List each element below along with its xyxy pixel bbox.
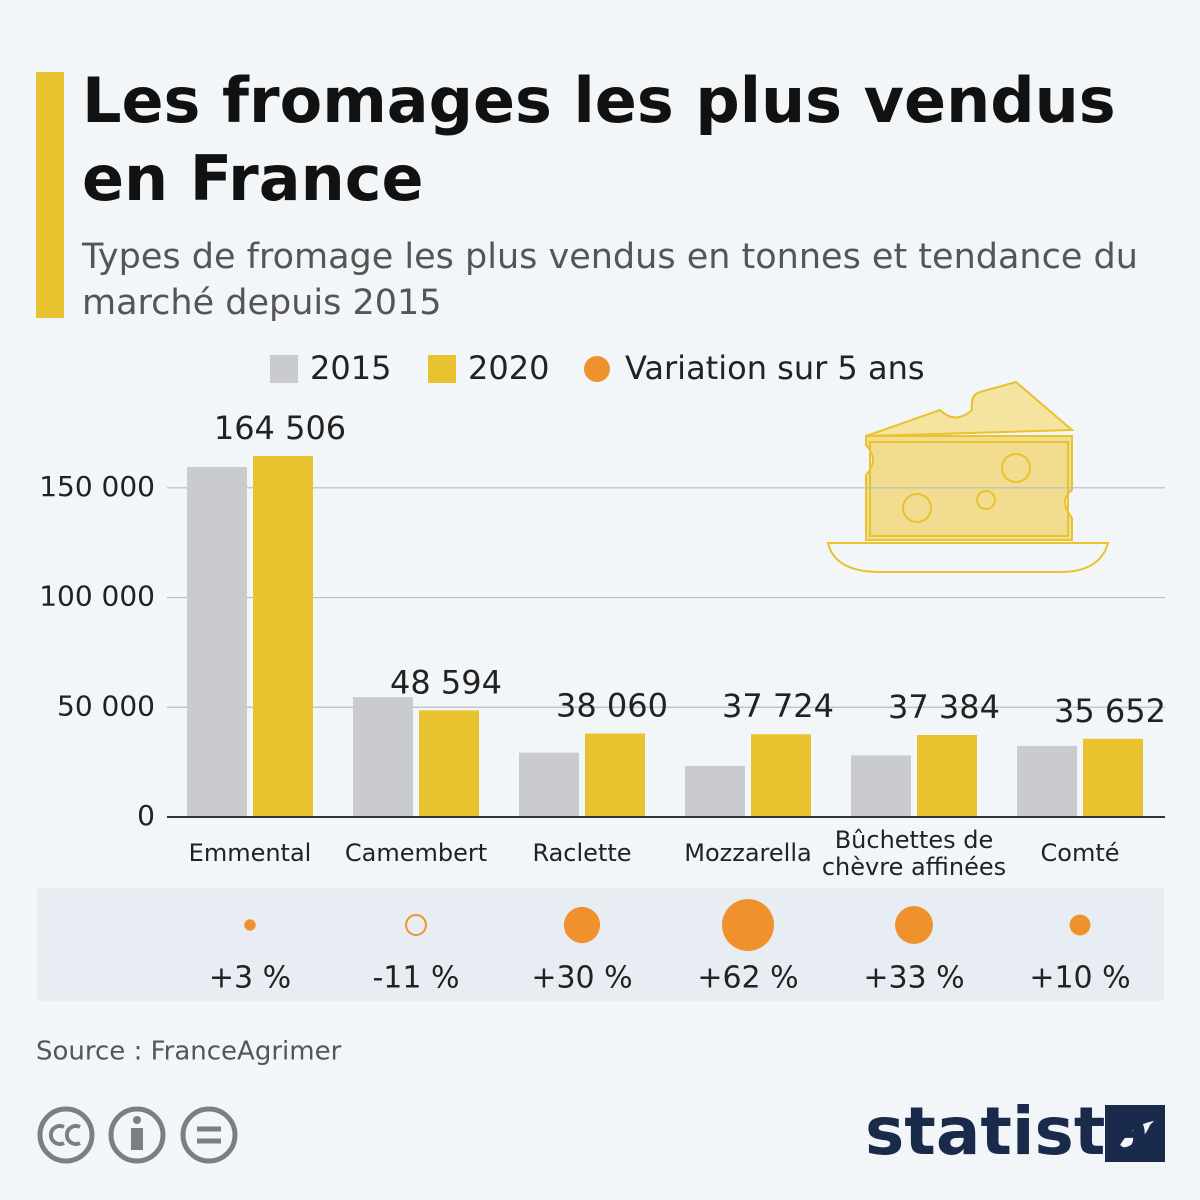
bar	[917, 734, 977, 817]
brand: statista	[865, 1093, 1150, 1170]
source: Source : FranceAgrimer	[36, 1037, 342, 1067]
y-tick-label: 50 000	[57, 689, 155, 722]
bar	[1017, 745, 1077, 817]
bar	[685, 765, 745, 817]
bar	[419, 710, 479, 817]
legend-swatch	[428, 355, 456, 383]
bar	[751, 734, 811, 817]
y-tick-label: 100 000	[39, 580, 155, 613]
bar	[585, 733, 645, 817]
variation-bubble	[895, 906, 933, 944]
chart-title: Les fromages les plus vendus en France	[82, 64, 1116, 215]
variation-label: +30 %	[531, 961, 632, 996]
value-label: 35 652	[1054, 692, 1166, 730]
accent-bar	[36, 72, 64, 318]
y-tick-label: 150 000	[39, 470, 155, 503]
brand-icon	[1105, 1105, 1165, 1162]
variation-panel	[37, 888, 1164, 1001]
value-label: 48 594	[390, 663, 502, 701]
x-tick-label: Comté	[1040, 839, 1120, 867]
cheese-illustration	[826, 380, 1110, 573]
variation-bubble	[244, 919, 256, 931]
bar	[519, 752, 579, 817]
variation-bubble	[1069, 914, 1091, 936]
x-tick-label: Emmental	[188, 839, 312, 867]
variation-label: +3 %	[209, 961, 291, 996]
variation-label: +10 %	[1029, 961, 1130, 996]
value-label: 37 384	[888, 688, 1000, 726]
bar	[353, 697, 413, 817]
y-tick-label: 0	[137, 799, 155, 832]
bar	[253, 456, 313, 817]
variation-bubble	[722, 899, 774, 951]
x-tick-label: Raclette	[532, 839, 632, 867]
variation-label: +33 %	[863, 961, 964, 996]
x-tick-label: Bûchettes de chèvre affinées	[821, 826, 1007, 881]
variation-label: -11 %	[372, 961, 459, 996]
variation-label: +62 %	[697, 961, 798, 996]
value-label: 164 506	[214, 409, 346, 447]
value-label: 38 060	[556, 686, 668, 724]
cc-icons	[37, 1106, 238, 1164]
bar	[1083, 738, 1143, 817]
bar	[851, 755, 911, 817]
variation-bubble	[563, 906, 601, 944]
legend-label: 2020	[468, 349, 549, 387]
legend-label: 2015	[310, 349, 391, 387]
value-label: 37 724	[722, 687, 834, 725]
variation-bubble	[405, 914, 427, 936]
chart-subtitle: Types de fromage les plus vendus en tonn…	[82, 237, 1138, 323]
x-tick-label: Camembert	[344, 839, 488, 867]
legend-swatch	[584, 356, 610, 382]
legend-label: Variation sur 5 ans	[625, 349, 925, 387]
legend-swatch	[270, 355, 298, 383]
bar	[187, 466, 247, 817]
x-tick-label: Mozzarella	[684, 839, 812, 867]
